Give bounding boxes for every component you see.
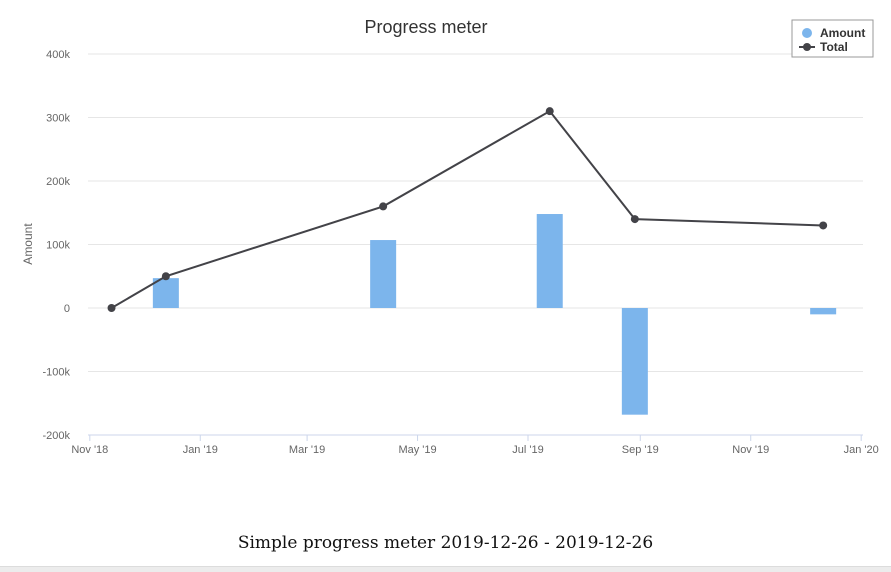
- y-axis-title: Amount: [21, 223, 35, 265]
- chart-title: Progress meter: [364, 17, 487, 37]
- total-point[interactable]: [107, 304, 116, 312]
- caption: Simple progress meter 2019-12-26 - 2019-…: [237, 533, 654, 553]
- amount-bar[interactable]: [152, 278, 179, 308]
- x-tick-label: Jan '19: [183, 444, 218, 456]
- y-tick-label: 0: [64, 303, 70, 315]
- y-tick-label: -200k: [42, 430, 70, 442]
- y-tick-label: 100k: [46, 240, 70, 252]
- total-point[interactable]: [545, 107, 554, 116]
- legend-amount-label[interactable]: Amount: [820, 26, 865, 40]
- legend-total-marker: [803, 43, 811, 51]
- y-tick-label: -100k: [42, 367, 70, 379]
- y-tick-label: 400k: [46, 49, 70, 61]
- total-point[interactable]: [819, 221, 828, 230]
- total-point[interactable]: [379, 202, 388, 211]
- y-tick-label: 200k: [46, 176, 70, 188]
- x-tick-label: Sep '19: [622, 444, 659, 456]
- x-axis: Nov '18 Jan '19 Mar '19 May '19 Jul '19 Sep '…: [71, 434, 879, 456]
- x-tick-label: Nov '19: [732, 444, 769, 456]
- x-tick-label: Nov '18: [71, 444, 108, 456]
- x-tick-label: May '19: [398, 444, 436, 456]
- bottom-edge: [0, 566, 891, 572]
- y-tick-label: 300k: [46, 113, 70, 125]
- amount-bar[interactable]: [370, 240, 397, 308]
- grid-lines: [88, 53, 863, 436]
- amount-bars: [152, 214, 837, 415]
- total-series-line: [111, 109, 824, 309]
- amount-bar[interactable]: [536, 214, 563, 308]
- x-tick-label: Mar '19: [289, 444, 325, 456]
- total-point[interactable]: [161, 272, 170, 281]
- amount-bar[interactable]: [621, 308, 648, 415]
- x-tick-label: Jan '20: [844, 444, 879, 456]
- total-point[interactable]: [630, 215, 639, 224]
- legend-amount-marker: [802, 28, 812, 38]
- total-line: [107, 107, 828, 312]
- legend-total-label[interactable]: Total: [820, 40, 848, 54]
- legend[interactable]: Amount Total: [791, 19, 874, 58]
- amount-bar[interactable]: [810, 308, 837, 315]
- y-axis: 400k 300k 200k 100k 0 -100k -200k: [42, 49, 70, 442]
- legend-box: [791, 19, 874, 58]
- x-tick-label: Jul '19: [512, 444, 543, 456]
